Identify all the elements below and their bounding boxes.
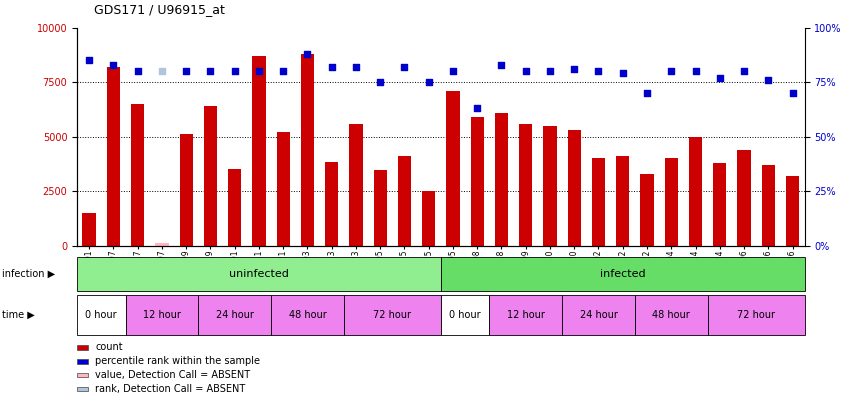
Point bbox=[300, 51, 314, 57]
Point bbox=[204, 68, 217, 74]
Bar bbox=[544, 126, 556, 246]
Point bbox=[786, 90, 800, 96]
Bar bbox=[737, 150, 751, 246]
Bar bbox=[664, 158, 678, 246]
Point bbox=[591, 68, 605, 74]
Point bbox=[568, 66, 581, 72]
Point bbox=[373, 79, 387, 85]
Point bbox=[543, 68, 556, 74]
Text: value, Detection Call = ABSENT: value, Detection Call = ABSENT bbox=[95, 370, 250, 380]
Bar bbox=[228, 169, 241, 246]
Text: infected: infected bbox=[600, 269, 645, 279]
Bar bbox=[126, 295, 199, 335]
Point bbox=[276, 68, 290, 74]
Bar bbox=[373, 170, 387, 246]
Point bbox=[640, 90, 654, 96]
Bar bbox=[271, 295, 344, 335]
Text: infection ▶: infection ▶ bbox=[2, 269, 55, 279]
Point bbox=[446, 68, 460, 74]
Bar bbox=[446, 91, 460, 246]
Bar bbox=[155, 243, 169, 246]
Text: count: count bbox=[95, 343, 123, 352]
Bar bbox=[562, 295, 635, 335]
Bar bbox=[77, 373, 88, 377]
Bar bbox=[349, 124, 363, 246]
Point bbox=[82, 57, 96, 63]
Bar bbox=[77, 345, 88, 350]
Text: 0 hour: 0 hour bbox=[86, 310, 117, 320]
Text: 72 hour: 72 hour bbox=[373, 310, 412, 320]
Point bbox=[713, 74, 727, 81]
Bar bbox=[762, 165, 775, 246]
Bar bbox=[591, 158, 605, 246]
Bar bbox=[344, 295, 441, 335]
Bar bbox=[253, 56, 265, 246]
Bar bbox=[77, 387, 88, 391]
Bar bbox=[77, 295, 126, 335]
Bar bbox=[180, 134, 193, 246]
Bar bbox=[422, 191, 436, 246]
Point bbox=[762, 77, 776, 83]
Point bbox=[228, 68, 241, 74]
Point bbox=[131, 68, 145, 74]
Point bbox=[664, 68, 678, 74]
Text: 48 hour: 48 hour bbox=[652, 310, 690, 320]
Point bbox=[349, 64, 363, 70]
Bar bbox=[276, 132, 290, 246]
Bar bbox=[300, 54, 314, 246]
Point bbox=[324, 64, 338, 70]
Text: 12 hour: 12 hour bbox=[507, 310, 544, 320]
Bar bbox=[77, 359, 88, 364]
Point bbox=[519, 68, 532, 74]
Point bbox=[495, 61, 508, 68]
Text: 0 hour: 0 hour bbox=[449, 310, 481, 320]
Bar bbox=[519, 124, 532, 246]
Bar bbox=[713, 163, 727, 246]
Text: uninfected: uninfected bbox=[229, 269, 288, 279]
Point bbox=[397, 64, 412, 70]
Point bbox=[737, 68, 751, 74]
Point bbox=[180, 68, 193, 74]
Bar bbox=[689, 137, 702, 246]
Text: 24 hour: 24 hour bbox=[580, 310, 617, 320]
Point bbox=[615, 70, 629, 76]
Point bbox=[252, 68, 265, 74]
Text: 12 hour: 12 hour bbox=[143, 310, 181, 320]
Bar bbox=[568, 130, 581, 246]
Bar bbox=[786, 176, 800, 246]
Text: 72 hour: 72 hour bbox=[737, 310, 776, 320]
Bar bbox=[398, 156, 411, 246]
Bar bbox=[77, 257, 441, 291]
Bar bbox=[490, 295, 562, 335]
Bar bbox=[199, 295, 271, 335]
Bar bbox=[635, 295, 708, 335]
Bar bbox=[131, 104, 145, 246]
Bar bbox=[616, 156, 629, 246]
Bar bbox=[107, 67, 120, 246]
Bar bbox=[82, 213, 96, 246]
Text: percentile rank within the sample: percentile rank within the sample bbox=[95, 356, 260, 366]
Text: 24 hour: 24 hour bbox=[216, 310, 253, 320]
Bar bbox=[471, 117, 484, 246]
Point bbox=[155, 68, 169, 74]
Bar bbox=[441, 257, 805, 291]
Point bbox=[106, 61, 120, 68]
Bar bbox=[325, 162, 338, 246]
Point bbox=[471, 105, 484, 111]
Bar bbox=[441, 295, 490, 335]
Text: time ▶: time ▶ bbox=[2, 310, 34, 320]
Bar bbox=[640, 173, 654, 246]
Point bbox=[688, 68, 702, 74]
Bar bbox=[708, 295, 805, 335]
Text: GDS171 / U96915_at: GDS171 / U96915_at bbox=[94, 3, 225, 16]
Point bbox=[422, 79, 436, 85]
Text: 48 hour: 48 hour bbox=[288, 310, 326, 320]
Bar bbox=[204, 106, 217, 246]
Bar bbox=[495, 112, 508, 246]
Text: rank, Detection Call = ABSENT: rank, Detection Call = ABSENT bbox=[95, 384, 246, 394]
